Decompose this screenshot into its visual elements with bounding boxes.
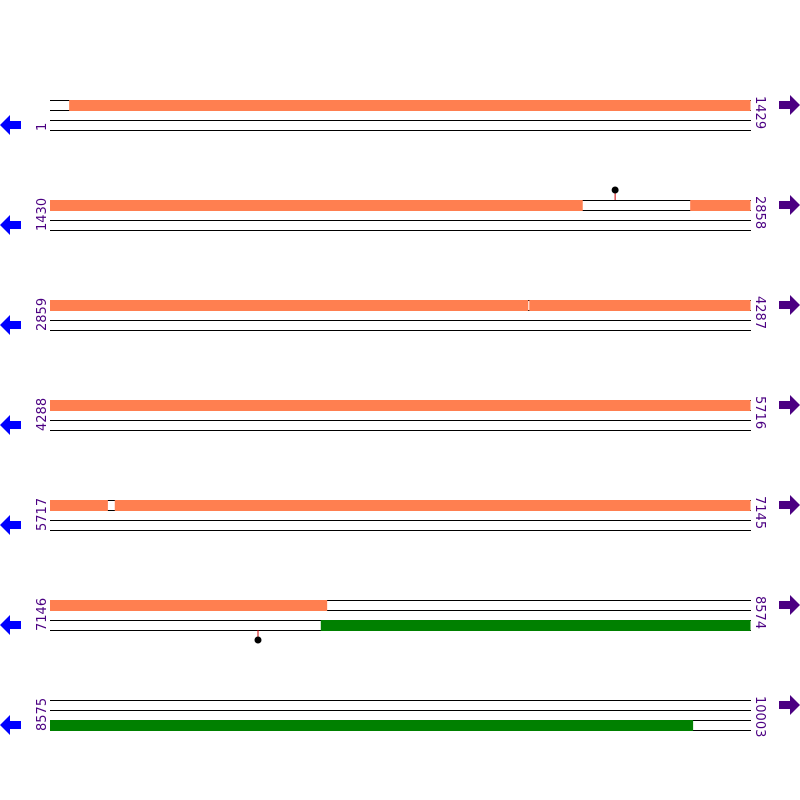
arrow-right-icon[interactable] <box>779 195 800 215</box>
forward-feature <box>50 600 328 611</box>
row-end-label: 7145 <box>752 496 767 529</box>
map-row: 5717 7145 <box>0 495 800 535</box>
row-end-label: 10003 <box>752 696 767 737</box>
arrow-left-icon[interactable] <box>0 515 21 535</box>
arrow-right-icon[interactable] <box>779 395 800 415</box>
row-end-label: 5716 <box>752 396 767 429</box>
arrow-right-icon[interactable] <box>779 695 800 715</box>
reverse-feature <box>50 720 694 731</box>
map-row: 2859 4287 <box>0 295 800 335</box>
row-end-label: 4287 <box>752 296 767 329</box>
row-start-label: 8575 <box>35 698 50 731</box>
map-row: 1 1429 <box>0 95 800 135</box>
map-row: 1430 2858 <box>0 186 800 235</box>
reverse-feature <box>320 620 751 631</box>
row-end-label: 8574 <box>752 596 767 629</box>
row-start-label: 5717 <box>35 498 50 531</box>
forward-feature <box>50 400 751 411</box>
row-start-label: 2859 <box>35 298 50 331</box>
arrow-left-icon[interactable] <box>0 715 21 735</box>
row-start-label: 4288 <box>35 398 50 431</box>
arrow-right-icon[interactable] <box>779 495 800 515</box>
row-end-label: 2858 <box>752 196 767 229</box>
arrow-left-icon[interactable] <box>0 115 21 135</box>
arrow-left-icon[interactable] <box>0 215 21 235</box>
forward-feature <box>50 300 529 311</box>
forward-feature <box>690 200 751 211</box>
row-end-label: 1429 <box>752 96 767 129</box>
forward-feature <box>69 100 751 111</box>
arrow-right-icon[interactable] <box>779 595 800 615</box>
row-start-label: 7146 <box>35 598 50 631</box>
arrow-right-icon[interactable] <box>779 95 800 115</box>
arrow-left-icon[interactable] <box>0 415 21 435</box>
row-start-label: 1430 <box>35 198 50 231</box>
marker-dot <box>254 636 262 644</box>
arrow-left-icon[interactable] <box>0 315 21 335</box>
forward-feature <box>114 500 751 511</box>
marker-dot <box>611 186 619 194</box>
forward-feature <box>50 200 583 211</box>
map-row: 4288 5716 <box>0 395 800 435</box>
forward-feature <box>50 500 108 511</box>
map-row: 7146 8574 <box>0 595 800 644</box>
arrow-left-icon[interactable] <box>0 615 21 635</box>
row-start-label: 1 <box>35 123 50 131</box>
map-row: 8575 10003 <box>0 695 800 737</box>
forward-feature <box>529 300 751 311</box>
arrow-right-icon[interactable] <box>779 295 800 315</box>
